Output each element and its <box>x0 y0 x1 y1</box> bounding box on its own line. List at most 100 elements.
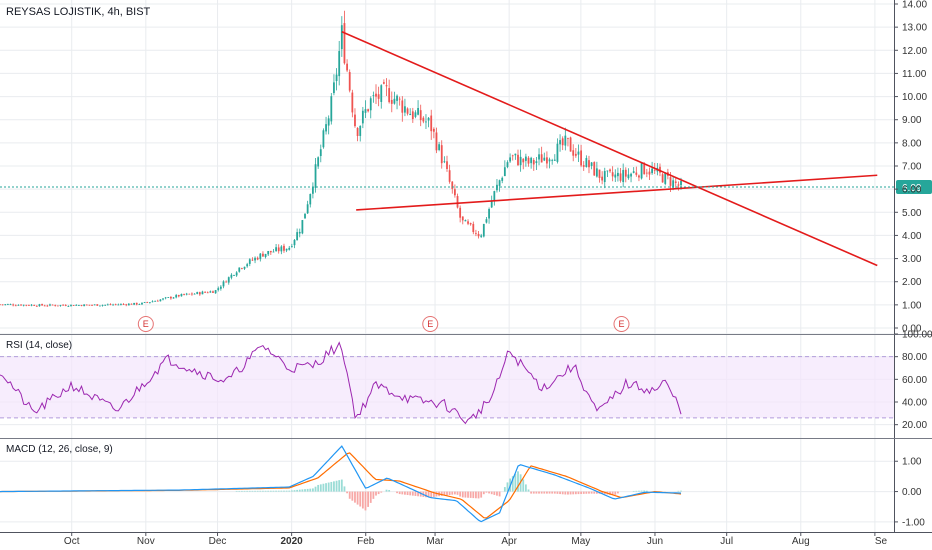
macd-histogram-bar <box>456 491 459 495</box>
candle-body <box>503 167 506 177</box>
candle-body <box>230 274 233 278</box>
macd-histogram-bar <box>590 491 593 494</box>
macd-histogram-bar <box>635 490 638 492</box>
price-tick-label: 4.00 <box>902 231 922 242</box>
macd-histogram-bar <box>511 476 514 492</box>
macd-histogram-bar <box>304 489 306 492</box>
macd-histogram-bar <box>506 482 509 492</box>
candle-body <box>527 157 530 164</box>
candle-body <box>109 304 112 305</box>
time-tick-label: May <box>571 536 590 547</box>
candle-body <box>280 246 283 252</box>
candle-body <box>275 247 277 252</box>
macd-histogram-bar <box>440 491 443 496</box>
chart-title: REYSAS LOJISTIK, 4h, BIST <box>6 6 151 18</box>
candle-body <box>180 293 183 297</box>
price-tick-label: 0.00 <box>902 324 922 335</box>
candle-body <box>559 140 561 145</box>
candle-body <box>288 247 291 250</box>
macd-histogram-bar <box>485 491 488 493</box>
macd-histogram-bar <box>375 491 377 496</box>
macd-histogram-bar <box>398 491 401 495</box>
candle-body <box>669 177 672 186</box>
earnings-marker[interactable]: E <box>137 316 154 332</box>
candle-body <box>593 162 596 176</box>
price-tick-label: 2.00 <box>902 277 922 288</box>
macd-histogram-bar <box>561 491 564 495</box>
candle-body <box>438 144 441 150</box>
macd-histogram-bar <box>493 491 496 495</box>
candle-body <box>488 209 490 219</box>
candle-body <box>601 176 604 181</box>
candle-body <box>112 304 114 306</box>
candle-body <box>535 161 538 164</box>
candle-body <box>277 247 280 252</box>
macd-histogram-bar <box>574 491 577 495</box>
macd-histogram-bar <box>614 491 617 495</box>
candle-body <box>448 170 451 182</box>
candle-body <box>30 304 33 306</box>
macd-histogram-bar <box>414 491 417 496</box>
grid <box>0 0 894 532</box>
macd-histogram-bar <box>645 490 648 492</box>
candle-body <box>28 304 30 306</box>
candle-body <box>546 157 548 164</box>
earnings-marker[interactable]: E <box>422 316 439 332</box>
candle-body <box>343 23 346 64</box>
candle-body <box>543 157 546 161</box>
macd-histogram-bar <box>453 491 456 495</box>
earnings-marker-circle <box>137 316 154 332</box>
candle-body <box>417 107 419 115</box>
price-tick-label: 8.00 <box>902 138 922 149</box>
macd-histogram-bar <box>372 491 375 499</box>
candle-body <box>367 109 370 112</box>
macd-histogram-bar <box>243 490 246 492</box>
candle-body <box>254 257 256 261</box>
candle-body <box>6 304 9 306</box>
candle-body <box>22 304 25 306</box>
macd-histogram-bar <box>254 490 256 492</box>
earnings-marker[interactable]: E <box>613 316 630 332</box>
earnings-marker-circle <box>422 316 439 332</box>
price-tick-label: 12.00 <box>902 46 927 57</box>
trendline-descending[interactable] <box>341 31 878 267</box>
candle-body <box>640 162 643 179</box>
candle-body <box>333 82 335 94</box>
macd-histogram-bar <box>419 491 422 497</box>
candle-body <box>459 207 462 218</box>
candle-body <box>304 213 306 219</box>
macd-histogram-bar <box>425 491 427 498</box>
candle-body <box>519 156 522 166</box>
candle-body <box>206 292 209 294</box>
candle-body <box>248 259 251 264</box>
candle-body <box>532 159 535 165</box>
time-axis[interactable]: Oct Nov Dec 2020 Feb Mar Apr May Jun Jul Aug Se <box>64 532 888 547</box>
price-axis[interactable]: 0.00 1.00 2.00 3.00 4.00 5.00 6.00 7.00 8.00 9.00… <box>894 0 932 528</box>
candle-body <box>170 296 172 299</box>
candle-body <box>648 171 651 175</box>
candle-body <box>348 72 351 91</box>
candle-body <box>62 304 65 306</box>
macd-histogram-bar <box>540 491 543 494</box>
macd-histogram-bar <box>567 491 569 495</box>
price-tick-label: 11.00 <box>902 69 927 80</box>
candle-body <box>361 110 364 124</box>
candle-body <box>35 305 38 307</box>
macd-histogram-bar <box>588 491 590 494</box>
price-tick-label: 14.00 <box>902 0 927 11</box>
candle-body <box>243 266 246 269</box>
candle-body <box>175 295 178 298</box>
candle-body <box>388 88 391 103</box>
candle-body <box>390 99 393 104</box>
candle-body <box>127 303 130 306</box>
macd-histogram-bar <box>638 490 640 492</box>
trendline-ascending[interactable] <box>356 174 878 211</box>
candle-body <box>338 51 341 77</box>
candle-body <box>67 306 70 307</box>
macd-layer <box>0 445 682 523</box>
macd-histogram-bar <box>517 471 519 492</box>
candle-body <box>364 109 367 113</box>
rsi-tick-label: 40.00 <box>902 398 927 409</box>
candle-body <box>627 174 630 179</box>
